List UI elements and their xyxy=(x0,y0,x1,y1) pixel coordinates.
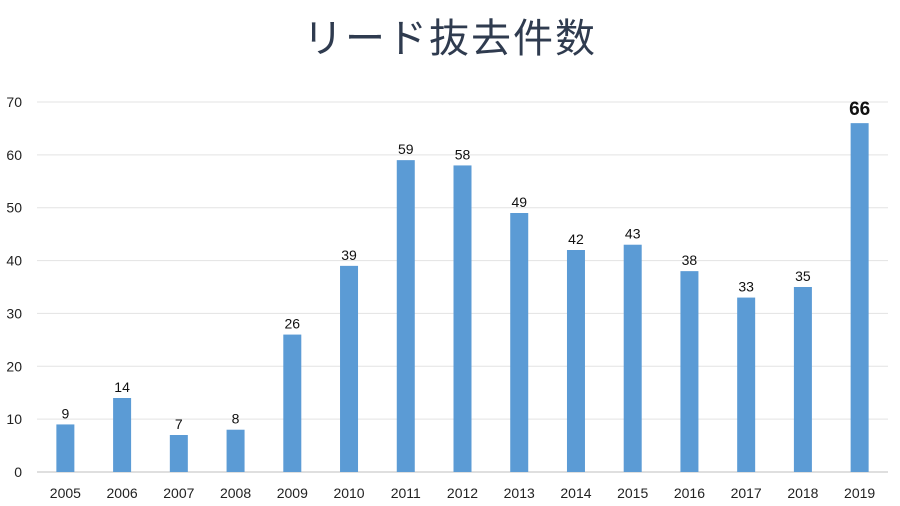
bar xyxy=(566,250,585,472)
data-label: 38 xyxy=(682,252,698,268)
x-tick-label: 2006 xyxy=(107,485,138,501)
bar xyxy=(737,297,756,472)
bar xyxy=(680,271,699,472)
x-tick-label: 2007 xyxy=(163,485,194,501)
data-label: 43 xyxy=(625,226,641,242)
y-tick-label: 40 xyxy=(6,253,22,269)
bar xyxy=(623,244,642,472)
bar xyxy=(56,424,75,472)
data-label: 14 xyxy=(114,379,130,395)
data-label: 26 xyxy=(285,316,301,332)
chart-title: リード抜去件数 xyxy=(303,16,597,62)
data-label: 39 xyxy=(341,247,357,263)
x-tick-label: 2010 xyxy=(333,485,364,501)
x-tick-label: 2014 xyxy=(560,485,591,501)
y-tick-label: 70 xyxy=(6,94,22,110)
data-label: 9 xyxy=(61,405,69,421)
y-tick-label: 50 xyxy=(6,200,22,216)
x-tick-label: 2015 xyxy=(617,485,648,501)
x-tick-label: 2012 xyxy=(447,485,478,501)
y-tick-label: 60 xyxy=(6,147,22,163)
data-label: 58 xyxy=(455,146,471,162)
x-tick-label: 2017 xyxy=(731,485,762,501)
bar xyxy=(510,213,529,472)
bar xyxy=(113,398,132,472)
x-tick-label: 2005 xyxy=(50,485,81,501)
data-label: 7 xyxy=(175,416,183,432)
data-label: 59 xyxy=(398,141,414,157)
bar xyxy=(169,435,188,472)
x-tick-label: 2009 xyxy=(277,485,308,501)
bar xyxy=(793,287,812,472)
data-label: 35 xyxy=(795,268,811,284)
y-tick-label: 30 xyxy=(6,305,22,321)
x-tick-label: 2008 xyxy=(220,485,251,501)
bar xyxy=(850,123,869,473)
y-tick-label: 10 xyxy=(6,411,22,427)
x-tick-label: 2019 xyxy=(844,485,875,501)
y-tick-label: 0 xyxy=(14,464,22,480)
bar xyxy=(340,265,359,472)
y-tick-label: 20 xyxy=(6,358,22,374)
x-tick-label: 2018 xyxy=(787,485,818,501)
bar xyxy=(283,334,302,472)
data-label: 66 xyxy=(849,99,870,120)
bar xyxy=(226,429,245,472)
data-label: 49 xyxy=(511,194,527,210)
bar xyxy=(453,165,472,472)
data-label: 42 xyxy=(568,231,584,247)
x-tick-label: 2016 xyxy=(674,485,705,501)
data-label: 8 xyxy=(232,411,240,427)
bar xyxy=(396,160,415,472)
data-label: 33 xyxy=(738,279,754,295)
x-tick-label: 2011 xyxy=(391,485,421,501)
x-tick-label: 2013 xyxy=(504,485,535,501)
